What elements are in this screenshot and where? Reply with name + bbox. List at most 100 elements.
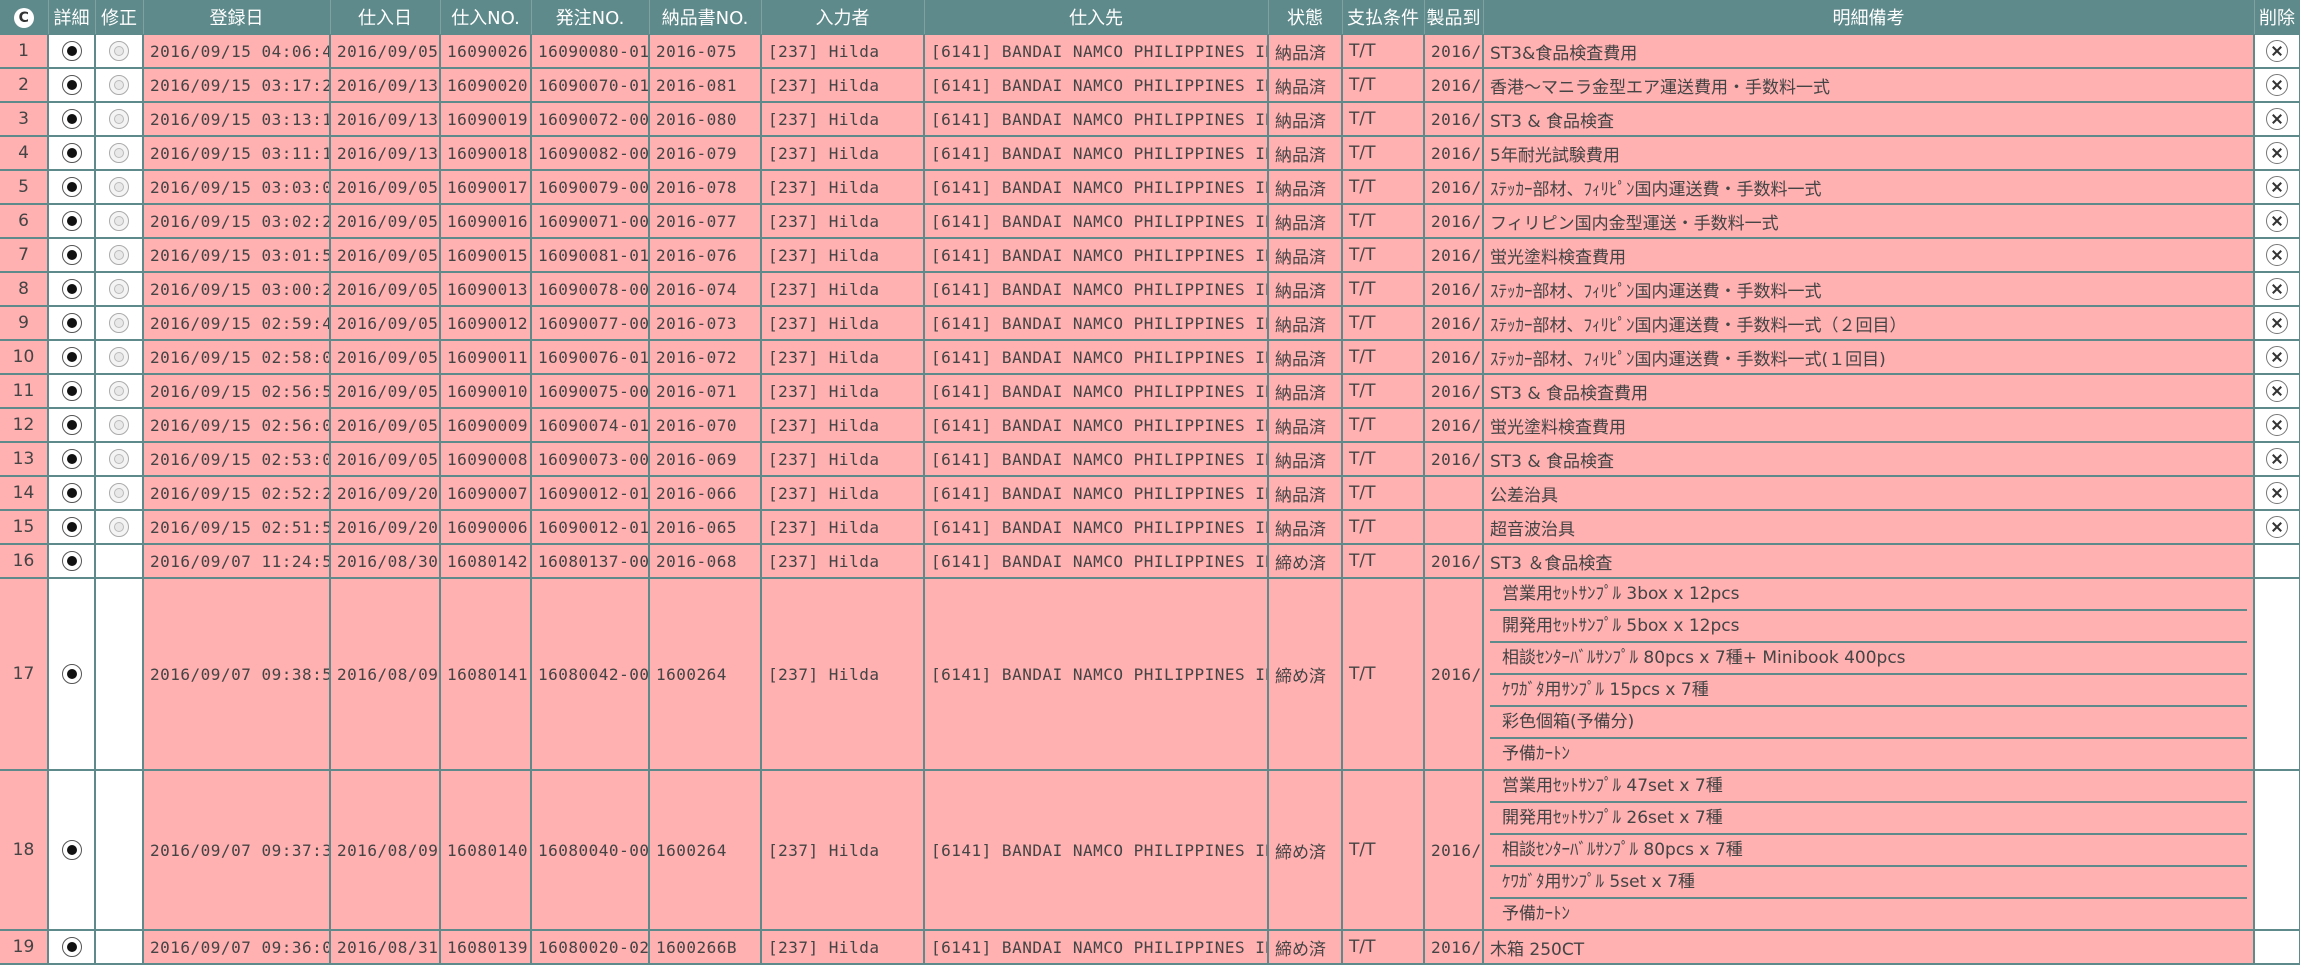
delete-x-icon[interactable] [2266, 74, 2288, 96]
radio-selected-icon[interactable] [61, 483, 82, 503]
table-row[interactable]: 2 2016/09/15 03:17:28 2016/09/13 16090020 16… [0, 68, 2300, 103]
cell-delete[interactable] [2254, 442, 2300, 477]
cell-detail[interactable] [48, 238, 96, 273]
header-payment[interactable]: 支払条件 [1342, 0, 1425, 35]
cell-detail[interactable] [48, 272, 96, 307]
radio-selected-icon[interactable] [61, 381, 82, 401]
header-notes[interactable]: 明細備考 [1483, 0, 2255, 35]
cell-edit[interactable] [95, 340, 144, 375]
radio-disabled-icon[interactable] [109, 75, 129, 95]
table-row[interactable]: 10 2016/09/15 02:58:01 2016/09/05 16090011 1… [0, 340, 2300, 375]
radio-disabled-icon[interactable] [109, 449, 129, 469]
radio-disabled-icon[interactable] [109, 381, 129, 401]
cell-delete[interactable] [2254, 170, 2300, 205]
radio-selected-icon[interactable] [61, 211, 82, 231]
delete-x-icon[interactable] [2266, 414, 2288, 436]
delete-x-icon[interactable] [2266, 40, 2288, 62]
cell-edit[interactable] [95, 102, 144, 137]
delete-x-icon[interactable] [2266, 142, 2288, 164]
cell-delete[interactable] [2254, 408, 2300, 443]
cell-detail[interactable] [48, 68, 96, 103]
header-registered[interactable]: 登録日 [143, 0, 331, 35]
cell-delete[interactable] [2254, 374, 2300, 409]
cell-edit[interactable] [95, 374, 144, 409]
radio-selected-icon[interactable] [61, 245, 82, 265]
cell-edit[interactable] [95, 442, 144, 477]
cell-detail[interactable] [48, 306, 96, 341]
cell-detail[interactable] [48, 340, 96, 375]
table-row[interactable]: 9 2016/09/15 02:59:40 2016/09/05 16090012 16… [0, 306, 2300, 341]
cell-detail[interactable] [48, 136, 96, 171]
table-row[interactable]: 4 2016/09/15 03:11:13 2016/09/13 16090018 16… [0, 136, 2300, 171]
table-row[interactable]: 14 2016/09/15 02:52:28 2016/09/20 16090007 1… [0, 476, 2300, 511]
cell-detail[interactable] [48, 578, 96, 771]
radio-selected-icon[interactable] [61, 415, 82, 435]
delete-x-icon[interactable] [2266, 482, 2288, 504]
radio-selected-icon[interactable] [61, 449, 82, 469]
radio-disabled-icon[interactable] [109, 347, 129, 367]
cell-delete[interactable] [2254, 340, 2300, 375]
table-row[interactable]: 11 2016/09/15 02:56:53 2016/09/05 16090010 1… [0, 374, 2300, 409]
header-status[interactable]: 状態 [1268, 0, 1343, 35]
radio-selected-icon[interactable] [61, 313, 82, 333]
cell-delete[interactable] [2254, 204, 2300, 239]
radio-selected-icon[interactable] [61, 41, 82, 61]
header-corner[interactable]: C [0, 0, 49, 35]
table-row[interactable]: 5 2016/09/15 03:03:08 2016/09/05 16090017 16… [0, 170, 2300, 205]
radio-selected-icon[interactable] [61, 840, 82, 860]
radio-disabled-icon[interactable] [109, 279, 129, 299]
header-purchase-no[interactable]: 仕入NO. [440, 0, 532, 35]
cell-edit[interactable] [95, 170, 144, 205]
table-row[interactable]: 18 2016/09/07 09:37:34 2016/08/09 16080140 1… [0, 770, 2300, 931]
radio-disabled-icon[interactable] [109, 245, 129, 265]
table-row[interactable]: 16 2016/09/07 11:24:50 2016/08/30 16080142 1… [0, 544, 2300, 579]
table-row[interactable]: 17 2016/09/07 09:38:59 2016/08/09 16080141 1… [0, 578, 2300, 771]
delete-x-icon[interactable] [2266, 244, 2288, 266]
cell-delete[interactable] [2254, 510, 2300, 545]
cell-delete[interactable] [2254, 476, 2300, 511]
cell-delete[interactable] [2254, 306, 2300, 341]
cell-detail[interactable] [48, 204, 96, 239]
radio-selected-icon[interactable] [61, 664, 82, 684]
radio-selected-icon[interactable] [61, 347, 82, 367]
table-row[interactable]: 19 2016/09/07 09:36:00 2016/08/31 16080139 1… [0, 930, 2300, 965]
radio-disabled-icon[interactable] [109, 415, 129, 435]
cell-detail[interactable] [48, 170, 96, 205]
header-inputter[interactable]: 入力者 [761, 0, 925, 35]
radio-selected-icon[interactable] [61, 279, 82, 299]
cell-delete[interactable] [2254, 272, 2300, 307]
header-supplier[interactable]: 仕入先 [924, 0, 1269, 35]
cell-edit[interactable] [95, 476, 144, 511]
header-delete[interactable]: 削除 [2254, 0, 2300, 35]
cell-edit[interactable] [95, 136, 144, 171]
cell-delete[interactable] [2254, 34, 2300, 69]
table-row[interactable]: 15 2016/09/15 02:51:53 2016/09/20 16090006 1… [0, 510, 2300, 545]
cell-detail[interactable] [48, 442, 96, 477]
header-delivery-no[interactable]: 納品書NO. [649, 0, 762, 35]
radio-disabled-icon[interactable] [109, 109, 129, 129]
header-detail[interactable]: 詳細 [48, 0, 96, 35]
cell-edit[interactable] [95, 238, 144, 273]
delete-x-icon[interactable] [2266, 210, 2288, 232]
radio-selected-icon[interactable] [61, 109, 82, 129]
table-row[interactable]: 8 2016/09/15 03:00:22 2016/09/05 16090013 16… [0, 272, 2300, 307]
radio-selected-icon[interactable] [61, 75, 82, 95]
delete-x-icon[interactable] [2266, 516, 2288, 538]
cell-delete[interactable] [2254, 136, 2300, 171]
cell-detail[interactable] [48, 374, 96, 409]
cell-detail[interactable] [48, 476, 96, 511]
table-row[interactable]: 13 2016/09/15 02:53:08 2016/09/05 16090008 1… [0, 442, 2300, 477]
radio-selected-icon[interactable] [61, 937, 82, 957]
delete-x-icon[interactable] [2266, 448, 2288, 470]
cell-edit[interactable] [95, 272, 144, 307]
header-order-no[interactable]: 発注NO. [531, 0, 650, 35]
cell-delete[interactable] [2254, 68, 2300, 103]
delete-x-icon[interactable] [2266, 176, 2288, 198]
radio-selected-icon[interactable] [61, 177, 82, 197]
header-edit[interactable]: 修正 [95, 0, 144, 35]
cell-detail[interactable] [48, 770, 96, 931]
cell-edit[interactable] [95, 306, 144, 341]
table-row[interactable]: 12 2016/09/15 02:56:06 2016/09/05 16090009 1… [0, 408, 2300, 443]
table-row[interactable]: 1 2016/09/15 04:06:45 2016/09/05 16090026 16… [0, 34, 2300, 69]
delete-x-icon[interactable] [2266, 380, 2288, 402]
